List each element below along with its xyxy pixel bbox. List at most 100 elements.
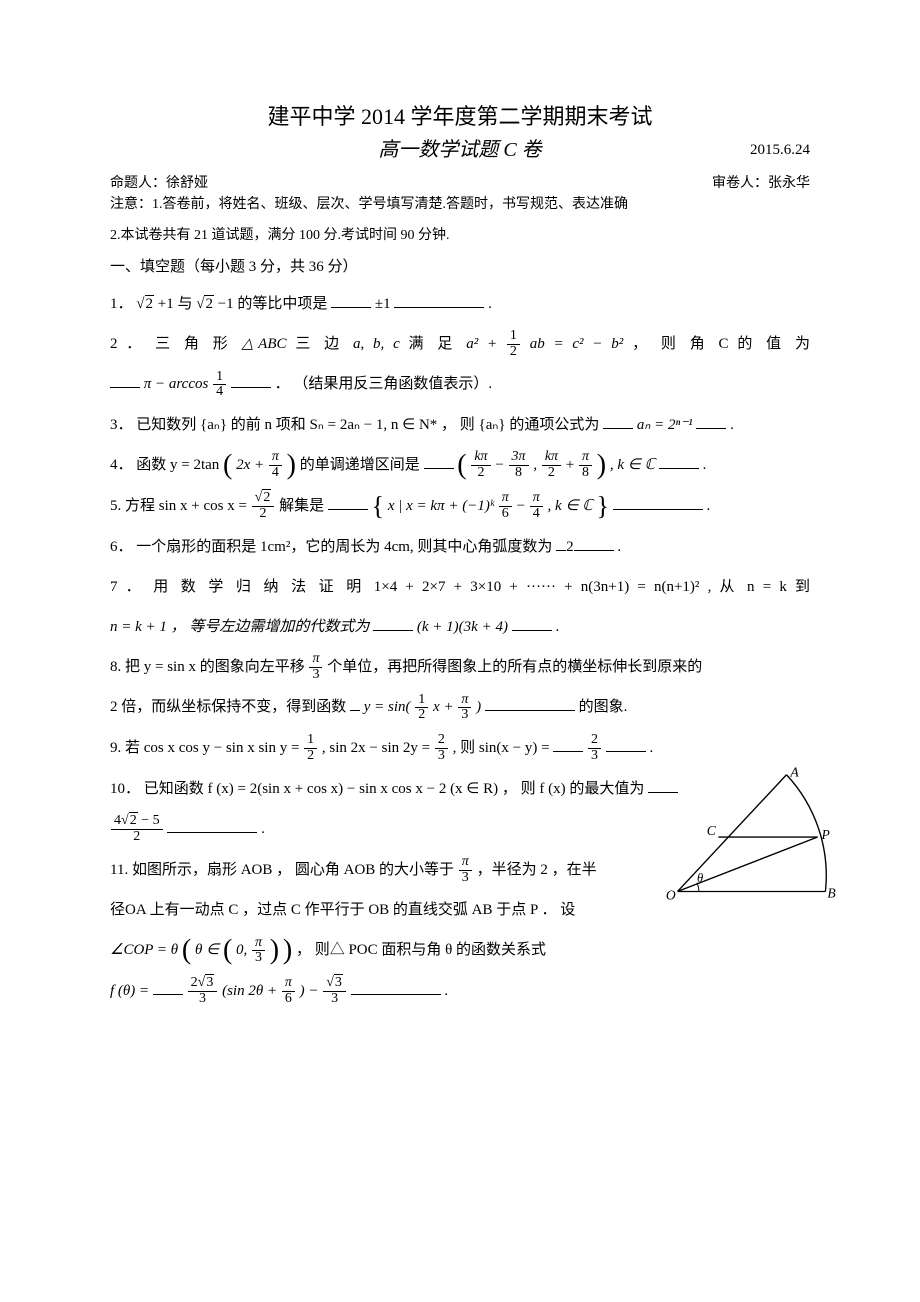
q8-ans-pre: y = sin( xyxy=(364,699,411,715)
q1-part1: +1 与 xyxy=(158,296,193,312)
q6-text: 6． 一个扇形的面积是 1cm²，它的周长为 4cm, 则其中心角弧度数为 xyxy=(110,539,552,555)
paren-left-icon: ( xyxy=(223,450,232,481)
q2-prefix: 2 ． 三 角 形 xyxy=(110,336,242,352)
q11-ans-mid2: ) − xyxy=(300,983,323,999)
q9-blank-right xyxy=(606,736,646,752)
svg-text:θ: θ xyxy=(697,870,703,884)
q11-line3-pre: ∠COP = θ xyxy=(110,942,178,958)
q9-blank-left xyxy=(553,736,583,752)
brace-right-icon: } xyxy=(597,491,609,520)
q1-blank-right xyxy=(394,292,484,308)
q11-blank-left xyxy=(153,979,183,995)
q3-suffix: . xyxy=(730,417,734,433)
question-5: 5. 方程 sin x + cos x = 22 解集是 { x | x = k… xyxy=(110,491,810,522)
q3-blank-left xyxy=(603,413,633,429)
paren-left-icon: ( xyxy=(182,935,191,966)
question-9: 9. 若 cos x cos y − sin x sin y = 12 , si… xyxy=(110,733,810,764)
q5-set-prefix: x | x = kπ + (−1)ᵏ xyxy=(388,498,498,514)
q11-line1-post: ，半径为 2 ，在半 xyxy=(477,862,597,878)
q5-set-suffix: , k ∈ ℂ xyxy=(548,498,593,514)
q9-prefix: 9. 若 cos x cos y − sin x sin y = xyxy=(110,740,303,756)
q8-ans-post: ) xyxy=(476,699,481,715)
question-7b: n = k + 1 ， 等号左边需增加的代数式为 (k + 1)(3k + 4)… xyxy=(110,612,810,642)
note-2: 2.本试卷共有 21 道试题，满分 100 分.考试时间 90 分钟. xyxy=(110,225,810,246)
frac-3pi8-icon: 3π8 xyxy=(509,450,529,480)
section-1-title: 一、填空题（每小题 3 分，共 36 分） xyxy=(110,256,810,279)
q2-blank-right xyxy=(231,372,271,388)
q9-mid1: , sin 2x − sin 2y = xyxy=(322,740,434,756)
question-11: 11. 如图所示，扇形 AOB ， 圆心角 AOB 的大小等于 π3 ，半径为 … xyxy=(110,855,810,886)
frac-sqrt2-2-icon: 22 xyxy=(252,491,275,521)
q2-ans-prefix: π − arccos xyxy=(144,376,209,392)
q8-line2-pre: 2 倍，而纵坐标保持不变，得到函数 xyxy=(110,699,346,715)
frac-1-2-icon: 12 xyxy=(304,733,317,763)
meta-row: 命题人：徐舒娅 审卷人：张永华 xyxy=(110,173,810,194)
frac-pi6-icon: π6 xyxy=(499,491,512,521)
exam-date: 2015.6.24 xyxy=(750,139,810,162)
q8-blank-right xyxy=(485,695,575,711)
question-11c: ∠COP = θ ( θ ∈ ( 0, π3 ) ) ， 则△ POC 面积与角… xyxy=(110,935,810,966)
page-title-2-row: 高一数学试题 C 卷 2015.6.24 xyxy=(110,135,810,165)
q6-blank-right xyxy=(574,535,614,551)
question-11b: 径OA 上有一动点 C ，过点 C 作平行于 OB 的直线交弧 AB 于点 P … xyxy=(110,895,810,925)
q4-blank-right xyxy=(659,453,699,469)
q4-arg: 2x + xyxy=(236,457,268,473)
frac-pi6-icon: π6 xyxy=(282,976,295,1006)
q11-period: . xyxy=(444,983,448,999)
q5-mid: 解集是 xyxy=(279,498,324,514)
reviewer-label: 审卷人：张永华 xyxy=(712,173,810,194)
question-7: 7 ． 用 数 学 归 纳 法 证 明 1×4 + 2×7 + 3×10 + ·… xyxy=(110,572,810,602)
q1-prefix: 1． xyxy=(110,296,133,312)
q11-line3-range: 0, xyxy=(236,942,251,958)
paren-right-icon: ) xyxy=(270,935,279,966)
q2-eq-mid: ab = c² − b² xyxy=(530,336,624,352)
frac-2-3-icon: 23 xyxy=(588,733,601,763)
q2-mid1: 满 足 xyxy=(409,336,467,352)
frac-pi3-icon: π3 xyxy=(459,855,472,885)
note-1: 注意：1.答卷前，将姓名、班级、层次、学号填写清楚.答题时，书写规范、表达准确 xyxy=(110,194,810,215)
q7-blank-right xyxy=(512,615,552,631)
q1-blank-left xyxy=(331,292,371,308)
q8-line1-post: 个单位，再把所得图象上的所有点的横坐标伸长到原来的 xyxy=(327,659,702,675)
frac-kpi2-icon: kπ2 xyxy=(471,450,490,480)
question-11d: f (θ) = 233 (sin 2θ + π6 ) − 33 . xyxy=(110,976,810,1007)
brace-left-icon: { xyxy=(372,491,384,520)
q7-blank-left xyxy=(373,615,413,631)
svg-text:B: B xyxy=(827,885,836,900)
frac-pi3-icon: π3 xyxy=(458,693,471,723)
q9-period: . xyxy=(650,740,654,756)
svg-text:C: C xyxy=(707,823,717,838)
question-8: 8. 把 y = sin x 的图象向左平移 π3 个单位，再把所得图象上的所有… xyxy=(110,652,810,683)
q10-period: . xyxy=(261,821,265,837)
q11-line1-pre: 11. 如图所示，扇形 AOB ， 圆心角 AOB 的大小等于 xyxy=(110,862,458,878)
frac-pi8-icon: π8 xyxy=(579,450,592,480)
q4-period: . xyxy=(703,457,707,473)
svg-text:P: P xyxy=(821,826,830,841)
q10-blank-right xyxy=(167,817,257,833)
q6-answer: 2 xyxy=(566,539,574,555)
q4-ans-mid: , xyxy=(533,457,541,473)
q2-eq-lhs: a² + xyxy=(466,336,506,352)
q5-blank-right xyxy=(613,494,703,510)
q6-blank-left xyxy=(556,535,566,551)
q10-line1: 10． 已知函数 f (x) = 2(sin x + cos x) − sin … xyxy=(110,781,644,797)
q8-line2-post: 的图象. xyxy=(579,699,628,715)
q5-period: . xyxy=(706,498,710,514)
paren-left-icon: ( xyxy=(223,935,232,966)
sector-diagram: ABCOPθ xyxy=(660,765,840,910)
frac-2-3-icon: 23 xyxy=(435,733,448,763)
q8-line1-pre: 8. 把 y = sin x 的图象向左平移 xyxy=(110,659,308,675)
sqrt-2-icon: 2 xyxy=(136,289,154,319)
question-3: 3． 已知数列 {aₙ} 的前 n 项和 Sₙ = 2aₙ − 1, n ∈ N… xyxy=(110,410,810,440)
q11-line2: 径OA 上有一动点 C ，过点 C 作平行于 OB 的直线交弧 AB 于点 P … xyxy=(110,902,575,918)
q3-blank-right xyxy=(696,413,726,429)
paren-left-icon: ( xyxy=(457,450,466,481)
frac-1-2-icon: 12 xyxy=(415,693,428,723)
question-2b: π − arccos 14 ． （结果用反三角函数值表示）. xyxy=(110,369,810,400)
question-6: 6． 一个扇形的面积是 1cm²，它的周长为 4cm, 则其中心角弧度数为 2 … xyxy=(110,532,810,562)
q1-answer: ±1 xyxy=(375,296,391,312)
q2-blank-left xyxy=(110,372,140,388)
question-4: 4． 函数 y = 2tan ( 2x + π4 ) 的单调递增区间是 ( kπ… xyxy=(110,450,810,481)
q11-ans-mid1: (sin 2θ + xyxy=(222,983,281,999)
q3-answer: aₙ = 2ⁿ⁻¹ xyxy=(637,417,693,433)
